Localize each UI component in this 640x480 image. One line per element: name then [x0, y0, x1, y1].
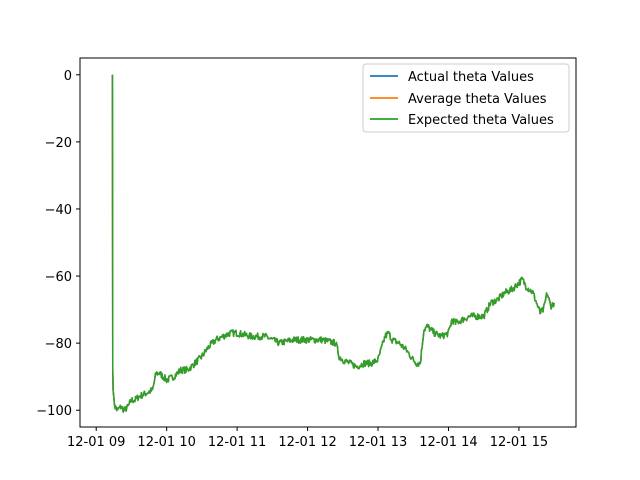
x-tick-label: 12-01 13 [349, 435, 407, 450]
x-tick-label: 12-01 15 [490, 435, 548, 450]
y-tick-label: −60 [45, 270, 72, 285]
x-tick-label: 12-01 11 [208, 435, 266, 450]
legend-box [362, 63, 570, 133]
y-tick-label: −40 [45, 203, 72, 218]
y-tick-label: −80 [45, 337, 72, 352]
y-tick-label: −100 [36, 404, 72, 419]
plot-frame [79, 57, 577, 428]
y-tick-label: 0 [64, 69, 72, 84]
series-layer [111, 74, 555, 413]
x-axis: 12-01 09 12-01 10 12-01 11 12-01 12 12-01 13… [67, 427, 548, 450]
legend-label-expected: Expected theta Values [408, 113, 554, 128]
x-tick-label: 12-01 09 [67, 435, 125, 450]
y-tick-label: −20 [45, 136, 72, 151]
legend-label-actual: Actual theta Values [408, 70, 534, 85]
y-axis: 0 −20 −40 −60 −80 −100 [36, 69, 80, 419]
x-tick-label: 12-01 14 [419, 435, 477, 450]
series-line-2 [111, 74, 555, 413]
x-tick-label: 12-01 12 [278, 435, 336, 450]
x-tick-label: 12-01 10 [137, 435, 195, 450]
legend: Actual theta Values Average theta Values… [362, 63, 570, 133]
legend-label-average: Average theta Values [408, 92, 547, 107]
